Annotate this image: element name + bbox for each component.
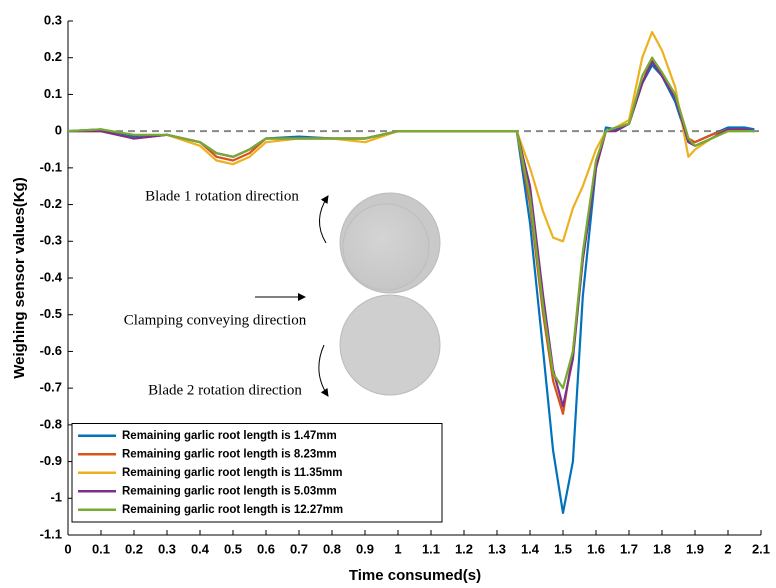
x-tick-label: 1.4	[521, 541, 540, 556]
y-tick-label: -0.2	[40, 196, 62, 211]
x-tick-label: 1.1	[422, 541, 440, 556]
y-tick-label: -1	[50, 490, 62, 505]
x-tick-label: 0.9	[356, 541, 374, 556]
x-tick-label: 0	[64, 541, 71, 556]
annotation: Clamping conveying direction	[124, 312, 307, 328]
arrow	[319, 195, 329, 244]
x-tick-label: 1.9	[686, 541, 704, 556]
x-tick-label: 1.8	[653, 541, 671, 556]
blade-1-inner	[342, 203, 430, 291]
y-tick-label: -0.7	[40, 380, 62, 395]
y-tick-label: 0.2	[44, 49, 62, 64]
blade-diagram: Blade 1 rotation direction Clamping conv…	[124, 188, 441, 398]
y-tick-label: -0.3	[40, 233, 62, 248]
x-tick-label: 1.2	[455, 541, 473, 556]
x-tick-label: 0.6	[257, 541, 275, 556]
y-tick-label: 0.1	[44, 86, 62, 101]
x-tick-label: 2.1	[752, 541, 770, 556]
blade-2	[339, 294, 441, 396]
y-tick-label: 0.3	[44, 12, 62, 27]
annotation: Blade 1 rotation direction	[145, 188, 299, 204]
y-axis-label: Weighing sensor values(Kg)	[11, 177, 28, 378]
x-tick-label: 0.5	[224, 541, 242, 556]
arrow	[318, 344, 329, 397]
x-tick-label: 0.1	[92, 541, 110, 556]
legend-label: Remaining garlic root length is 5.03mm	[122, 485, 337, 497]
x-tick-label: 0.7	[290, 541, 308, 556]
x-tick-label: 0.8	[323, 541, 341, 556]
y-tick-label: -0.4	[40, 269, 63, 284]
x-tick-label: 1.6	[587, 541, 605, 556]
y-tick-label: -1.1	[40, 526, 62, 541]
y-tick-label: 0	[55, 123, 62, 138]
x-tick-label: 1	[394, 541, 401, 556]
legend-label: Remaining garlic root length is 1.47mm	[122, 430, 337, 442]
series-line	[67, 56, 755, 390]
x-axis-label: Time consumed(s)	[349, 567, 481, 584]
x-tick-label: 1.5	[554, 541, 572, 556]
legend-label: Remaining garlic root length is 12.27mm	[122, 504, 343, 516]
y-tick-label: -0.6	[40, 343, 62, 358]
x-tick-label: 1.3	[488, 541, 506, 556]
annotation: Blade 2 rotation direction	[148, 382, 302, 398]
legend-box	[71, 423, 443, 523]
x-tick-label: 0.3	[158, 541, 176, 556]
y-tick-label: -0.1	[40, 159, 62, 174]
series-line	[68, 30, 755, 243]
y-tick-label: -0.5	[40, 306, 62, 321]
legend-label: Remaining garlic root length is 11.35mm	[122, 467, 342, 479]
y-tick-label: -0.9	[40, 453, 62, 468]
y-tick-label: -0.8	[40, 416, 62, 431]
legend-label: Remaining garlic root length is 8.23mm	[122, 448, 337, 460]
x-tick-label: 2	[724, 541, 731, 556]
x-tick-label: 0.4	[191, 541, 210, 556]
x-tick-label: 0.2	[125, 541, 143, 556]
x-tick-label: 1.7	[620, 541, 638, 556]
